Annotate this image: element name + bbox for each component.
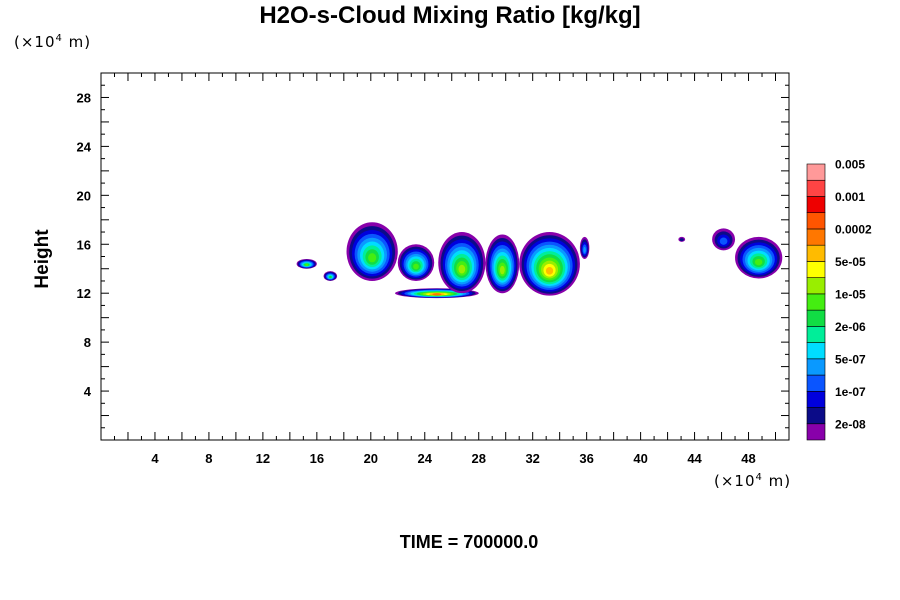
colorbar-swatch — [806, 244, 826, 262]
colorbar-label: 5e-05 — [835, 255, 866, 269]
cloud-level — [499, 265, 505, 275]
colorbar-swatch — [806, 196, 826, 214]
cloud-level — [368, 253, 377, 263]
cloud-level — [305, 263, 309, 267]
x-tick-label: 32 — [525, 451, 539, 466]
cloud-level — [583, 246, 586, 253]
colorbar-label: 5e-07 — [835, 352, 866, 366]
cloud-level — [679, 238, 684, 242]
colorbar-swatch — [806, 261, 826, 278]
cloud-region — [438, 232, 486, 294]
cloud-region — [519, 232, 580, 296]
y-tick-label: 20 — [77, 188, 91, 203]
cloud-region — [296, 258, 317, 269]
cloud-level — [719, 237, 728, 245]
y-tick-label: 24 — [77, 139, 92, 154]
x-tick-label: 28 — [471, 451, 485, 466]
y-tick-label: 16 — [77, 237, 91, 252]
cloud-region — [395, 288, 479, 299]
y-tick-label: 12 — [77, 286, 91, 301]
cloud-field — [296, 222, 783, 299]
y-axis-unit: (×104 m) — [14, 33, 92, 51]
colorbar-swatch — [806, 277, 826, 295]
x-tick-label: 8 — [205, 451, 212, 466]
colorbar-label: 0.0002 — [835, 222, 872, 236]
x-tick-label: 24 — [418, 451, 433, 466]
cloud-region — [397, 244, 435, 281]
cloud-region — [712, 228, 736, 251]
x-tick-label: 20 — [364, 451, 378, 466]
colorbar-label: 2e-08 — [835, 417, 866, 431]
time-label: TIME = 700000.0 — [399, 532, 539, 552]
y-axis: 4 8 12 16 20 24 28 — [77, 84, 789, 429]
colorbar-swatch — [806, 374, 826, 392]
x-axis-unit: (×104 m) — [714, 472, 792, 490]
colorbar: 2e-08 1e-07 5e-07 2e-06 1e-05 5e-05 0.0002 0.00… — [806, 158, 872, 441]
cloud-level — [754, 258, 763, 266]
colorbar-swatch — [806, 342, 826, 360]
cloud-region — [735, 236, 783, 279]
colorbar-label: 0.001 — [835, 190, 865, 204]
cloud-level — [432, 293, 442, 296]
cloud-region — [678, 236, 686, 242]
colorbar-label: 2e-06 — [835, 320, 866, 334]
colorbar-swatch — [806, 358, 826, 376]
cloud-level — [329, 275, 332, 279]
x-tick-label: 40 — [633, 451, 647, 466]
colorbar-swatch — [806, 293, 826, 311]
y-tick-label: 4 — [84, 384, 92, 399]
colorbar-swatch — [806, 326, 826, 343]
colorbar-label: 1e-07 — [835, 385, 866, 399]
x-tick-label: 16 — [310, 451, 324, 466]
cloud-level — [545, 267, 554, 275]
colorbar-label: 1e-05 — [835, 287, 866, 301]
x-axis: 4 8 12 16 20 24 28 32 36 40 44 48 — [113, 73, 777, 466]
colorbar-swatch — [806, 228, 826, 246]
cloud-level — [458, 264, 466, 274]
y-tick-label: 8 — [84, 335, 91, 350]
cloud-region — [323, 271, 338, 281]
x-tick-label: 48 — [741, 451, 755, 466]
colorbar-swatch — [806, 309, 826, 327]
cloud-region — [346, 222, 398, 281]
x-tick-label: 44 — [687, 451, 702, 466]
y-tick-label: 28 — [77, 90, 91, 105]
chart-title: H2O-s-Cloud Mixing Ratio [kg/kg] — [259, 2, 641, 29]
cloud-region — [485, 234, 520, 294]
colorbar-swatch — [806, 163, 826, 181]
colorbar-swatch — [806, 407, 826, 425]
x-tick-label: 36 — [579, 451, 593, 466]
cloud-level — [413, 263, 419, 270]
x-tick-label: 12 — [256, 451, 270, 466]
colorbar-swatch — [806, 179, 826, 197]
colorbar-swatch — [806, 212, 826, 230]
cloud-region — [579, 236, 590, 259]
x-tick-label: 4 — [151, 451, 159, 466]
colorbar-swatch — [806, 423, 826, 441]
colorbar-swatch — [806, 390, 826, 408]
colorbar-label: 0.005 — [835, 158, 865, 172]
